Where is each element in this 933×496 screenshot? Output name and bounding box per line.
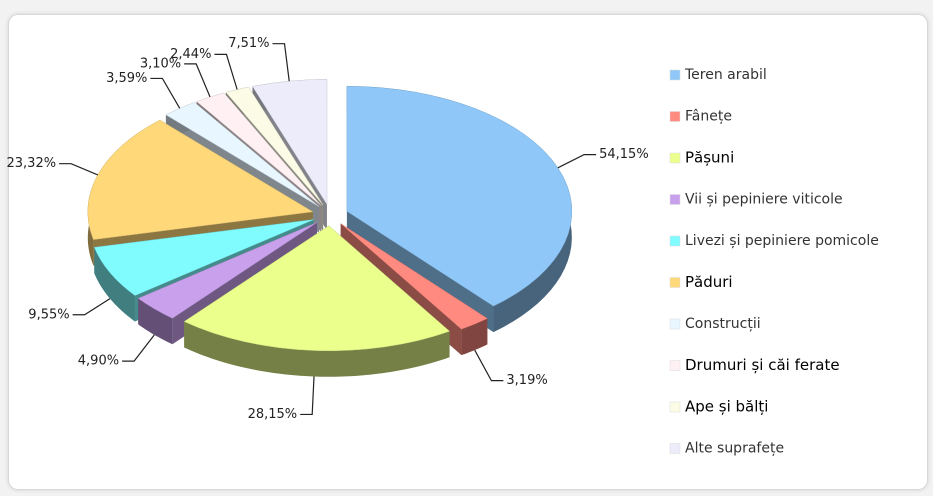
legend-swatch: [669, 194, 681, 205]
data-label: 9,55%: [28, 307, 69, 322]
data-label: 23,32%: [7, 156, 57, 171]
data-label: 3,19%: [506, 373, 547, 388]
legend-swatch: [669, 69, 681, 81]
legend-swatch: [669, 360, 681, 371]
legend-label: Fânețe: [685, 109, 732, 125]
legend-label: Drumuri și căi ferate: [685, 356, 840, 374]
legend-swatch: [669, 235, 681, 247]
leader-line: [557, 154, 597, 169]
data-label: 3,10%: [140, 56, 181, 71]
data-label: 3,59%: [106, 71, 147, 86]
slice: [183, 225, 451, 352]
leader-line: [150, 77, 181, 109]
legend-swatch: [669, 111, 681, 122]
legend-swatch: [669, 318, 681, 330]
slice: [137, 222, 318, 319]
slice-wall: [184, 321, 450, 377]
legend-label: Vii și pepiniere viticole: [685, 192, 843, 208]
leader-line: [59, 163, 99, 176]
data-label: 7,51%: [228, 36, 269, 51]
legend-label: Alte suprafețe: [685, 441, 784, 457]
leader-line: [300, 376, 315, 416]
leader-line: [184, 63, 211, 98]
data-label: 28,15%: [248, 407, 298, 422]
legend-label: Construcții: [685, 316, 761, 332]
leader-line: [214, 53, 238, 90]
legend-label: Păduri: [685, 273, 733, 291]
leader-line: [474, 349, 504, 382]
legend-label: Ape și bălți: [685, 398, 768, 416]
data-label: 54,15%: [599, 147, 649, 162]
slice: [87, 119, 314, 240]
slice-wall: [461, 318, 488, 356]
legend-swatch: [669, 401, 681, 413]
slice-wall: [138, 298, 173, 345]
slice: [340, 223, 488, 330]
legend-label: Livezi și pepiniere pomicole: [685, 233, 879, 249]
legend-label: Teren arabil: [684, 67, 767, 83]
leader-line: [272, 43, 290, 82]
slice: [165, 102, 320, 207]
leader-line: [72, 298, 111, 316]
legend-swatch: [669, 443, 681, 454]
legend-label: Pășuni: [685, 149, 734, 167]
slice: [93, 219, 314, 296]
slice: [252, 79, 328, 206]
data-label: 4,90%: [78, 354, 119, 369]
legend-swatch: [669, 277, 681, 288]
slice: [196, 92, 322, 206]
slice: [225, 86, 324, 206]
data-label: 2,44%: [170, 47, 211, 62]
legend-swatch: [669, 152, 681, 164]
leader-line: [122, 334, 155, 362]
